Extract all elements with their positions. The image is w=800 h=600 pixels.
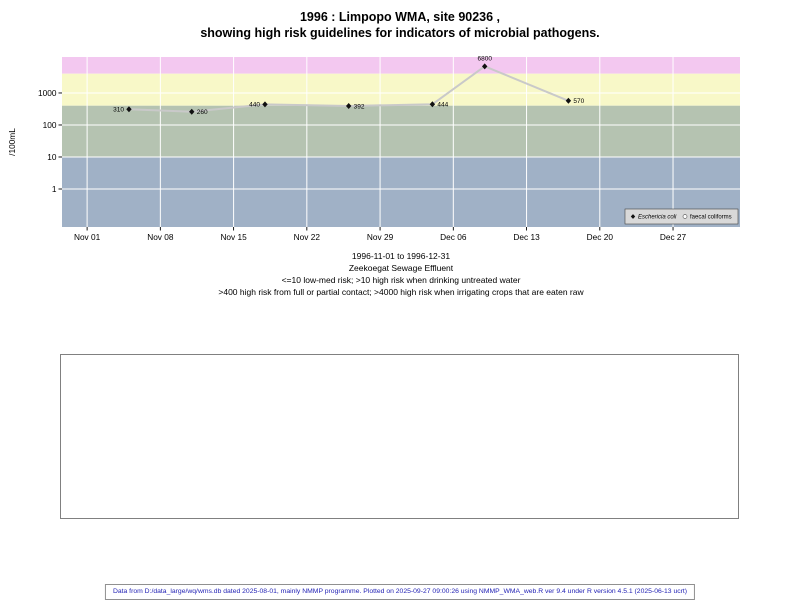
point-label: 392: [354, 103, 365, 110]
legend: Eschericia coli faecal coliforms: [624, 208, 739, 225]
ecoli-points: [126, 63, 572, 115]
legend-box: [624, 208, 739, 225]
y-axis: 1 10 100 1000: [38, 88, 62, 194]
x-tick-label: Nov 29: [367, 232, 394, 242]
point-label: 570: [573, 98, 584, 105]
point-label: 444: [437, 102, 448, 109]
legend-faecal-marker: [682, 214, 688, 219]
footer-note: Data from D:/data_large/wq/wms.db dated …: [104, 584, 696, 600]
chart-captions: 1996-11-01 to 1996-12-31 Zeekoegat Sewag…: [62, 250, 740, 298]
x-tick-label: Nov 08: [147, 232, 174, 242]
chart-title-line2: showing high risk guidelines for indicat…: [200, 26, 600, 40]
gridlines: [62, 57, 740, 227]
ecoli-point: [482, 63, 488, 70]
caption-guideline-contact: >400 high risk from full or partial cont…: [218, 287, 584, 297]
legend-faecal-label: faecal coliforms: [690, 215, 732, 221]
risk-band: [62, 105, 740, 157]
microbial-pathogens-chart: 310 260 440 392 444 6800 570 Nov 01 Nov 08 Nov 15…: [7, 55, 740, 242]
risk-band: [62, 57, 740, 74]
x-axis: Nov 01 Nov 08 Nov 15 Nov 22 Nov 29 Dec 06 Dec …: [74, 227, 687, 242]
caption-date-range: 1996-11-01 to 1996-12-31: [351, 251, 451, 261]
ecoli-point: [345, 102, 352, 109]
y-tick-label: 1000: [38, 88, 57, 98]
legend-ecoli-label: Eschericia coli: [638, 215, 677, 221]
y-tick-label: 10: [47, 152, 57, 162]
caption-site-name: Zeekoegat Sewage Effluent: [348, 263, 454, 273]
empty-panel: [60, 354, 739, 519]
ecoli-point: [262, 101, 268, 108]
risk-bands: [62, 57, 740, 227]
point-label: 440: [249, 102, 260, 109]
ecoli-point: [565, 97, 572, 104]
point-label: 310: [113, 107, 124, 114]
ecoli-point: [189, 108, 195, 115]
x-tick-label: Dec 13: [513, 232, 540, 242]
point-labels: 310 260 440 392 444 6800 570: [113, 55, 585, 116]
x-tick-label: Dec 20: [587, 232, 614, 242]
point-label: 260: [197, 109, 208, 116]
x-tick-label: Dec 27: [660, 232, 687, 242]
x-tick-label: Nov 01: [74, 232, 101, 242]
caption-guideline-drinking: <=10 low-med risk; >10 high risk when dr…: [281, 275, 521, 285]
y-tick-label: 100: [43, 120, 57, 130]
legend-ecoli-marker: [630, 214, 636, 219]
point-label: 6800: [477, 55, 492, 62]
y-tick-label: 1: [52, 184, 57, 194]
y-axis-title: /100mL: [7, 128, 17, 156]
x-tick-label: Nov 22: [294, 232, 321, 242]
x-tick-label: Dec 06: [440, 232, 467, 242]
x-tick-label: Nov 15: [220, 232, 247, 242]
chart-title-line1: 1996 : Limpopo WMA, site 90236 ,: [299, 10, 501, 24]
ecoli-point: [126, 106, 132, 113]
risk-band: [62, 73, 740, 106]
chart-title: 1996 : Limpopo WMA, site 90236 , showing…: [0, 9, 800, 41]
ecoli-point: [429, 101, 436, 108]
